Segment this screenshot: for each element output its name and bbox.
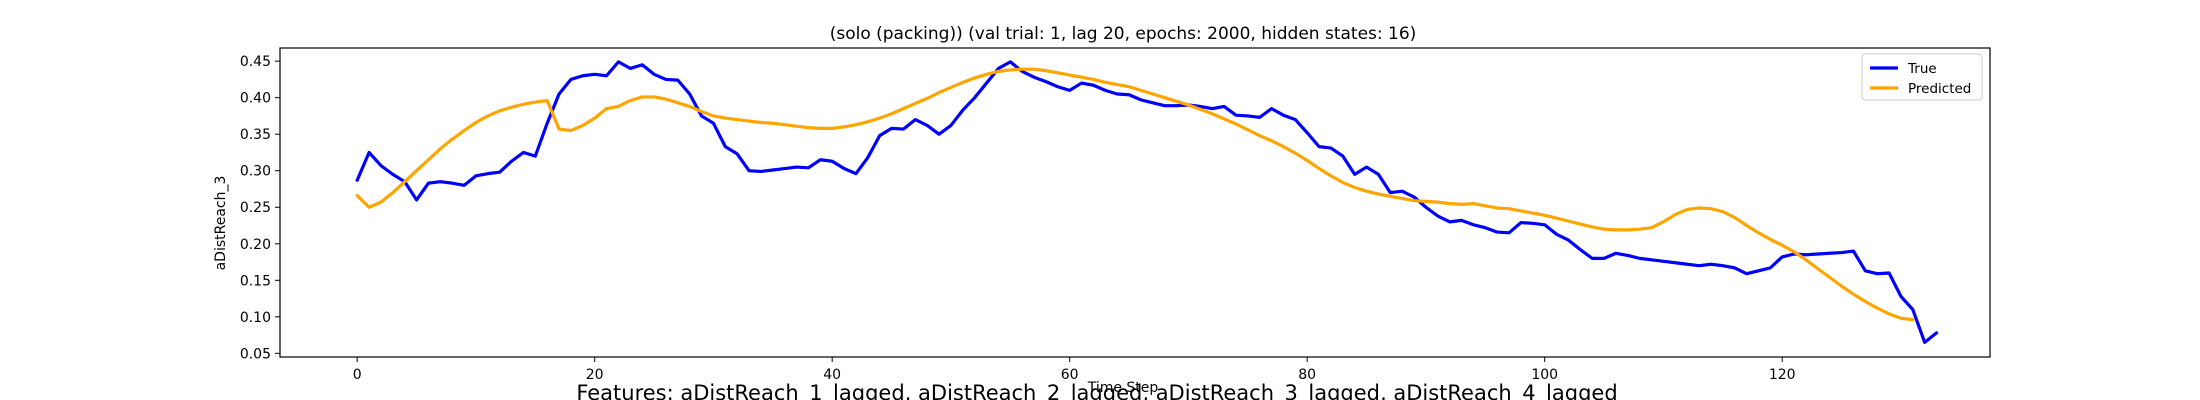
- x-tick-label: 100: [1531, 367, 1558, 383]
- x-axis-label: Time Step: [1087, 380, 1159, 396]
- chart-title: (solo (packing)) (val trial: 1, lag 20, …: [830, 24, 1417, 44]
- y-tick-label: 0.40: [240, 91, 271, 107]
- features-caption: Features: aDistReach_1_lagged, aDistReac…: [576, 381, 1617, 400]
- x-tick-label: 20: [586, 367, 604, 383]
- y-tick-label: 0.20: [240, 237, 271, 253]
- x-tick-label: 120: [1769, 367, 1796, 383]
- y-tick-label: 0.15: [240, 273, 271, 289]
- plot-frame: [279, 47, 1991, 358]
- y-tick-label: 0.35: [240, 127, 271, 143]
- y-tick-label: 0.05: [240, 346, 271, 362]
- x-axis: 0 20 40 60 80 100 120: [353, 357, 1796, 383]
- x-tick-label: 40: [823, 367, 841, 383]
- legend: True Predicted: [1861, 53, 1983, 101]
- y-tick-label: 0.25: [240, 200, 271, 216]
- legend-label: True: [1907, 61, 1937, 77]
- series-line-predicted: [355, 67, 1915, 322]
- x-tick-label: 80: [1298, 367, 1316, 383]
- y-axis-label: aDistReach_3: [213, 176, 229, 271]
- y-tick-label: 0.30: [240, 164, 271, 180]
- legend-label: Predicted: [1908, 81, 1971, 97]
- x-tick-label: 60: [1061, 367, 1079, 383]
- series-line-true: [355, 60, 1939, 344]
- y-tick-label: 0.10: [240, 310, 271, 326]
- y-axis: 0.05 0.10 0.15 0.20 0.25 0.30 0.35 0.40 0.45: [240, 54, 280, 362]
- x-tick-label: 0: [353, 367, 362, 383]
- y-tick-label: 0.45: [240, 54, 271, 70]
